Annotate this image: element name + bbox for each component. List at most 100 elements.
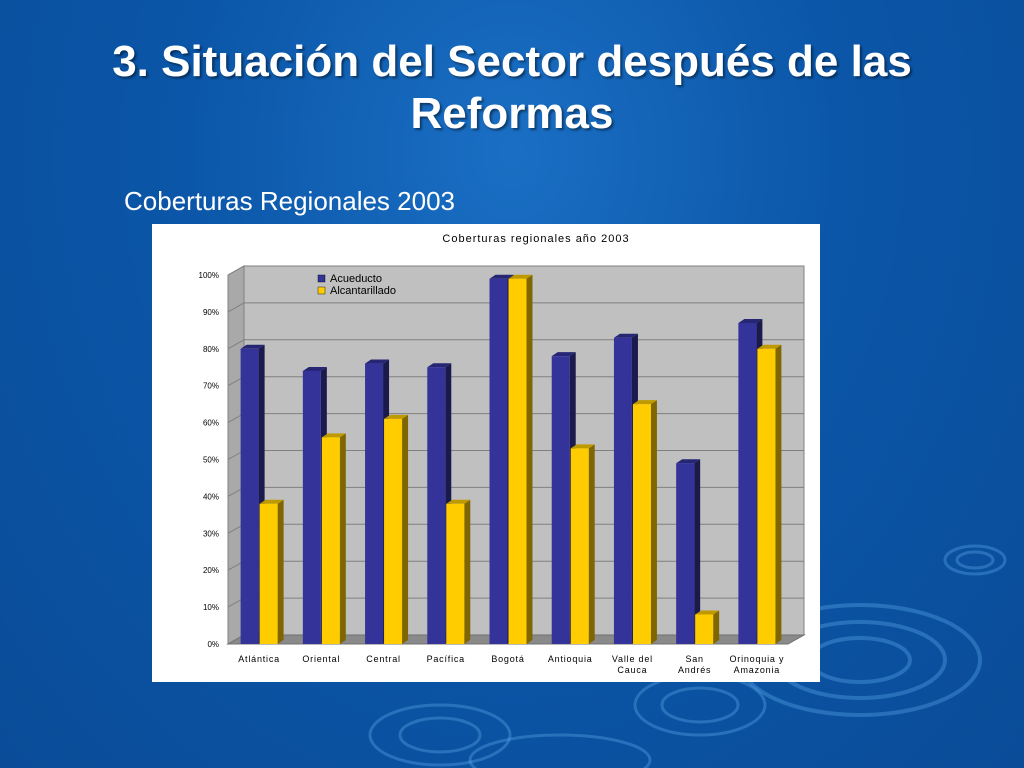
bar-alcantarillado-6 (632, 400, 657, 644)
bar-front (446, 503, 465, 644)
bar-alcantarillado-5 (570, 444, 595, 644)
bar-top (570, 444, 595, 449)
x-tick-label-line: Cauca (617, 665, 647, 675)
x-tick-label: Pacífica (427, 654, 465, 664)
gridline-side (227, 302, 245, 313)
bar-front (757, 348, 776, 644)
bar-top (613, 333, 638, 338)
bar-top (427, 363, 452, 368)
bar-top (738, 318, 763, 323)
bar-front (240, 348, 259, 644)
bar-front (302, 370, 321, 644)
x-tick-label-line: Andrés (678, 665, 711, 675)
legend-swatch-alcantarillado (317, 286, 326, 295)
x-tick-label: Central (366, 654, 401, 664)
y-tick-label: 60% (203, 419, 219, 428)
bar-top (365, 359, 390, 364)
bar-top (240, 344, 265, 349)
bar-top (676, 459, 701, 464)
bar-top (632, 400, 657, 405)
bar-front (613, 337, 632, 644)
y-tick-label: 90% (203, 308, 219, 317)
y-tick-label: 50% (203, 456, 219, 465)
x-tick-label-line: Central (366, 654, 401, 664)
bar-front (551, 356, 570, 644)
y-tick-label: 100% (199, 271, 219, 280)
bar-alcantarillado-7 (695, 610, 720, 644)
x-tick-label: Bogotá (491, 654, 524, 664)
x-tick-label: Valle del Cauca (612, 654, 653, 675)
bar-alcantarillado-0 (259, 499, 284, 644)
x-tick-label: San Andrés (678, 654, 711, 675)
x-tick-label-line: San (685, 654, 703, 664)
bar-top (384, 414, 409, 419)
x-tick-label-line: Pacífica (427, 654, 465, 664)
bar-top (695, 610, 720, 615)
bar-side (588, 444, 595, 644)
bar-front (321, 437, 340, 644)
bar-top (446, 499, 471, 504)
y-tick-label: 0% (207, 640, 219, 649)
x-tick-label-line: Orinoquia y (729, 654, 784, 664)
bar-side (775, 344, 782, 644)
x-tick-label: Orinoquia y Amazonia (729, 654, 784, 675)
bar-top (757, 344, 782, 349)
bar-alcantarillado-8 (757, 344, 782, 644)
bar-front (632, 404, 651, 644)
bar-side (464, 499, 471, 644)
slide-title: 3. Situación del Sector después de las R… (112, 37, 912, 138)
y-tick-label: 40% (203, 492, 219, 501)
x-tick-label-line: Oriental (302, 654, 340, 664)
bar-side (277, 499, 284, 644)
bar-top (302, 366, 327, 371)
slide-subtitle: Coberturas Regionales 2003 (124, 186, 455, 216)
legend-label-acueducto: Acueducto (330, 273, 382, 285)
bar-front (384, 418, 403, 644)
bar-acueducto-7 (676, 459, 701, 644)
y-tick-label: 80% (203, 345, 219, 354)
y-tick-label: 30% (203, 529, 219, 538)
bar-top (321, 433, 346, 438)
x-tick-label-line: Amazonia (734, 665, 780, 675)
bar-side (694, 459, 701, 644)
bar-front (365, 363, 384, 644)
gridline-side (227, 339, 245, 350)
bar-top (551, 352, 576, 357)
x-tick-label: Atlántica (238, 654, 280, 664)
bar-front (570, 448, 589, 644)
bar-side (402, 414, 409, 644)
bar-front (676, 463, 695, 644)
bar-top (259, 499, 284, 504)
bar-side (339, 433, 346, 644)
legend-swatch-acueducto (317, 274, 326, 283)
bar-side (526, 274, 533, 644)
x-tick-label-line: Valle del (612, 654, 653, 664)
bar-alcantarillado-3 (446, 499, 471, 644)
bar-alcantarillado-4 (508, 274, 533, 644)
bar-top (508, 274, 533, 279)
y-tick-label: 10% (203, 603, 219, 612)
bar-side (713, 610, 720, 644)
bar-side (650, 400, 657, 644)
bar-alcantarillado-1 (321, 433, 346, 644)
x-tick-label-line: Atlántica (238, 654, 280, 664)
x-tick-label-line: Bogotá (491, 654, 524, 664)
bar-front (508, 278, 527, 644)
gridline-side (227, 265, 245, 276)
bar-front (259, 503, 278, 644)
legend-label-alcantarillado: Alcantarillado (330, 285, 396, 297)
y-tick-label: 20% (203, 566, 219, 575)
x-tick-label-line: Antioquia (548, 654, 593, 664)
bar-front (427, 367, 446, 644)
bar-top (489, 274, 514, 279)
bar-front (695, 614, 714, 644)
bar-alcantarillado-2 (384, 414, 409, 644)
chart-title: Coberturas regionales año 2003 (442, 233, 629, 245)
bar-front (738, 322, 757, 644)
x-tick-label: Oriental (302, 654, 340, 664)
x-tick-label: Antioquia (548, 654, 593, 664)
bar-front (489, 278, 508, 644)
y-tick-label: 70% (203, 382, 219, 391)
